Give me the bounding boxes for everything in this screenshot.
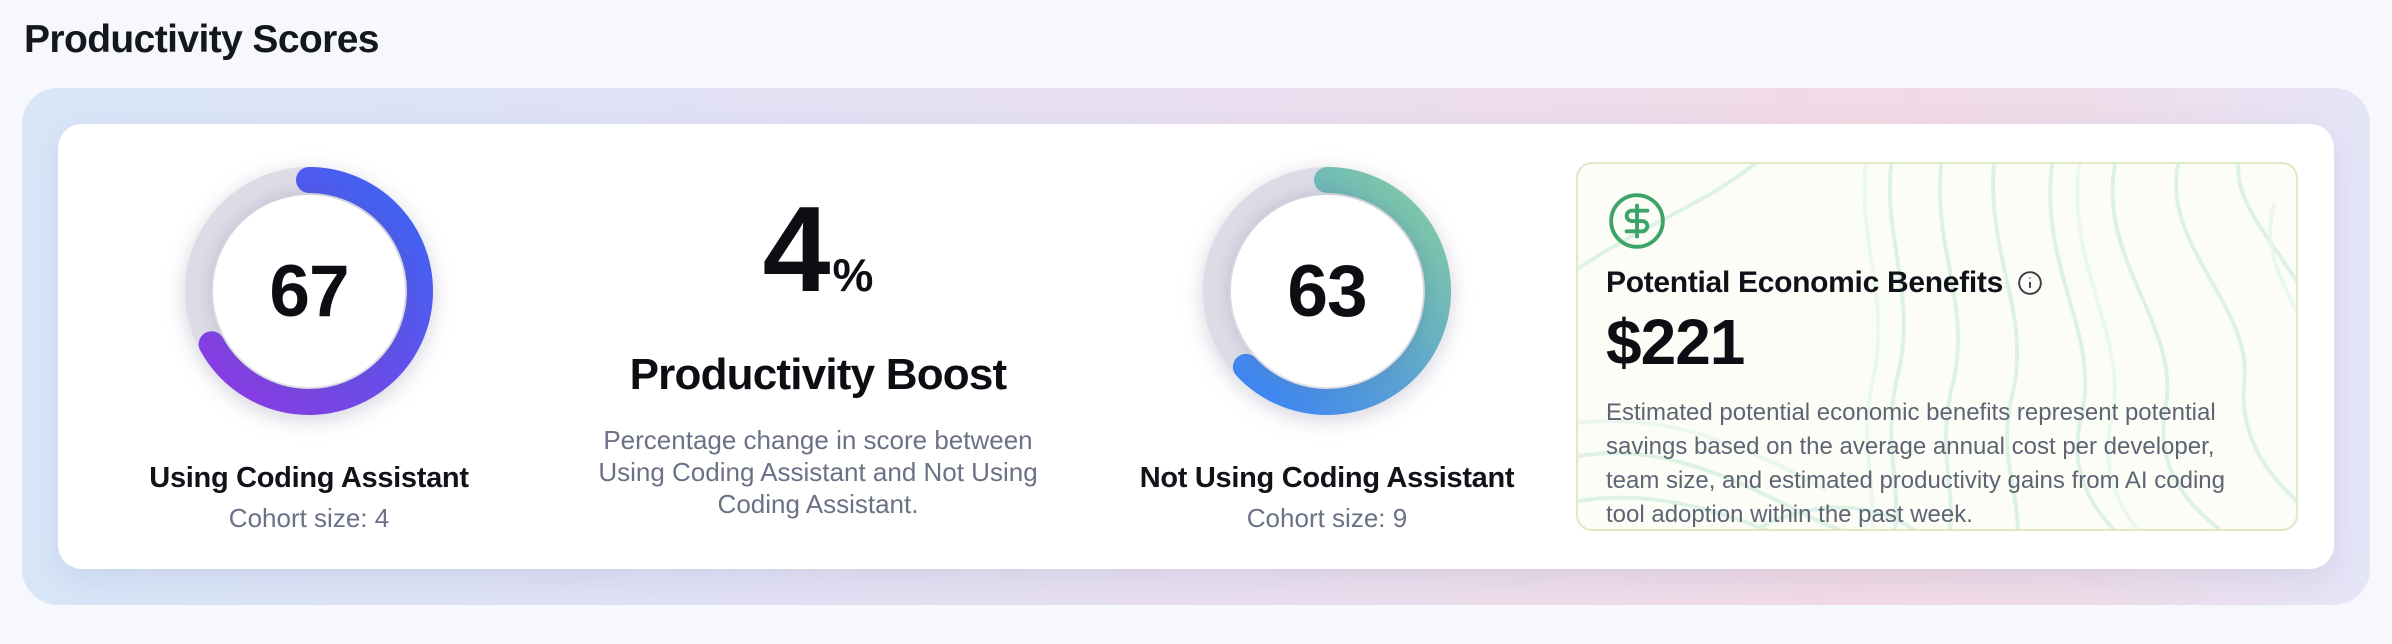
gauge-label: Not Using Coding Assistant [1139, 462, 1515, 494]
boost-percent-sign: % [832, 249, 874, 301]
score-value: 67 [269, 250, 349, 332]
benefits-panel: Potential Economic Benefits $221 Estimat… [1576, 162, 2298, 531]
score-ring-using: 67 [184, 166, 434, 416]
gauge-not-using-assistant: 63 Not Using Coding Assistant Cohort siz… [1112, 162, 1542, 531]
productivity-boost-section: 4 % Productivity Boost Percentage change… [558, 162, 1078, 531]
ring-inner-disc [213, 195, 405, 387]
scores-card: 67 Using Coding Assistant Cohort size: 4… [58, 124, 2334, 569]
score-ring-not-using: 63 [1202, 166, 1452, 416]
ring-progress [185, 167, 433, 415]
page-title: Productivity Scores [24, 18, 380, 61]
benefits-description: Estimated potential economic benefits re… [1606, 399, 2225, 528]
ring-progress [1203, 167, 1451, 415]
boost-value: 4 % [762, 181, 874, 317]
info-icon[interactable] [2017, 270, 2043, 296]
benefits-title: Potential Economic Benefits [1606, 266, 2003, 299]
boost-description: Percentage change in score between Using… [598, 424, 1038, 519]
cohort-size: Cohort size: 9 [1246, 503, 1408, 533]
boost-title: Productivity Boost [629, 349, 1008, 399]
cohort-size: Cohort size: 4 [228, 503, 390, 533]
ring-chart [185, 167, 433, 415]
ring-inner-disc [1231, 195, 1423, 387]
score-value: 63 [1287, 250, 1367, 332]
dollar-circle-icon [1609, 193, 1665, 249]
topographic-pattern [1578, 164, 2296, 529]
scores-card-frame: 67 Using Coding Assistant Cohort size: 4… [22, 88, 2370, 605]
boost-number: 4 [762, 181, 831, 317]
benefits-amount: $221 [1606, 306, 1745, 378]
gauge-label: Using Coding Assistant [149, 462, 469, 494]
ring-chart [1203, 167, 1451, 415]
gauge-using-assistant: 67 Using Coding Assistant Cohort size: 4 [94, 162, 524, 531]
